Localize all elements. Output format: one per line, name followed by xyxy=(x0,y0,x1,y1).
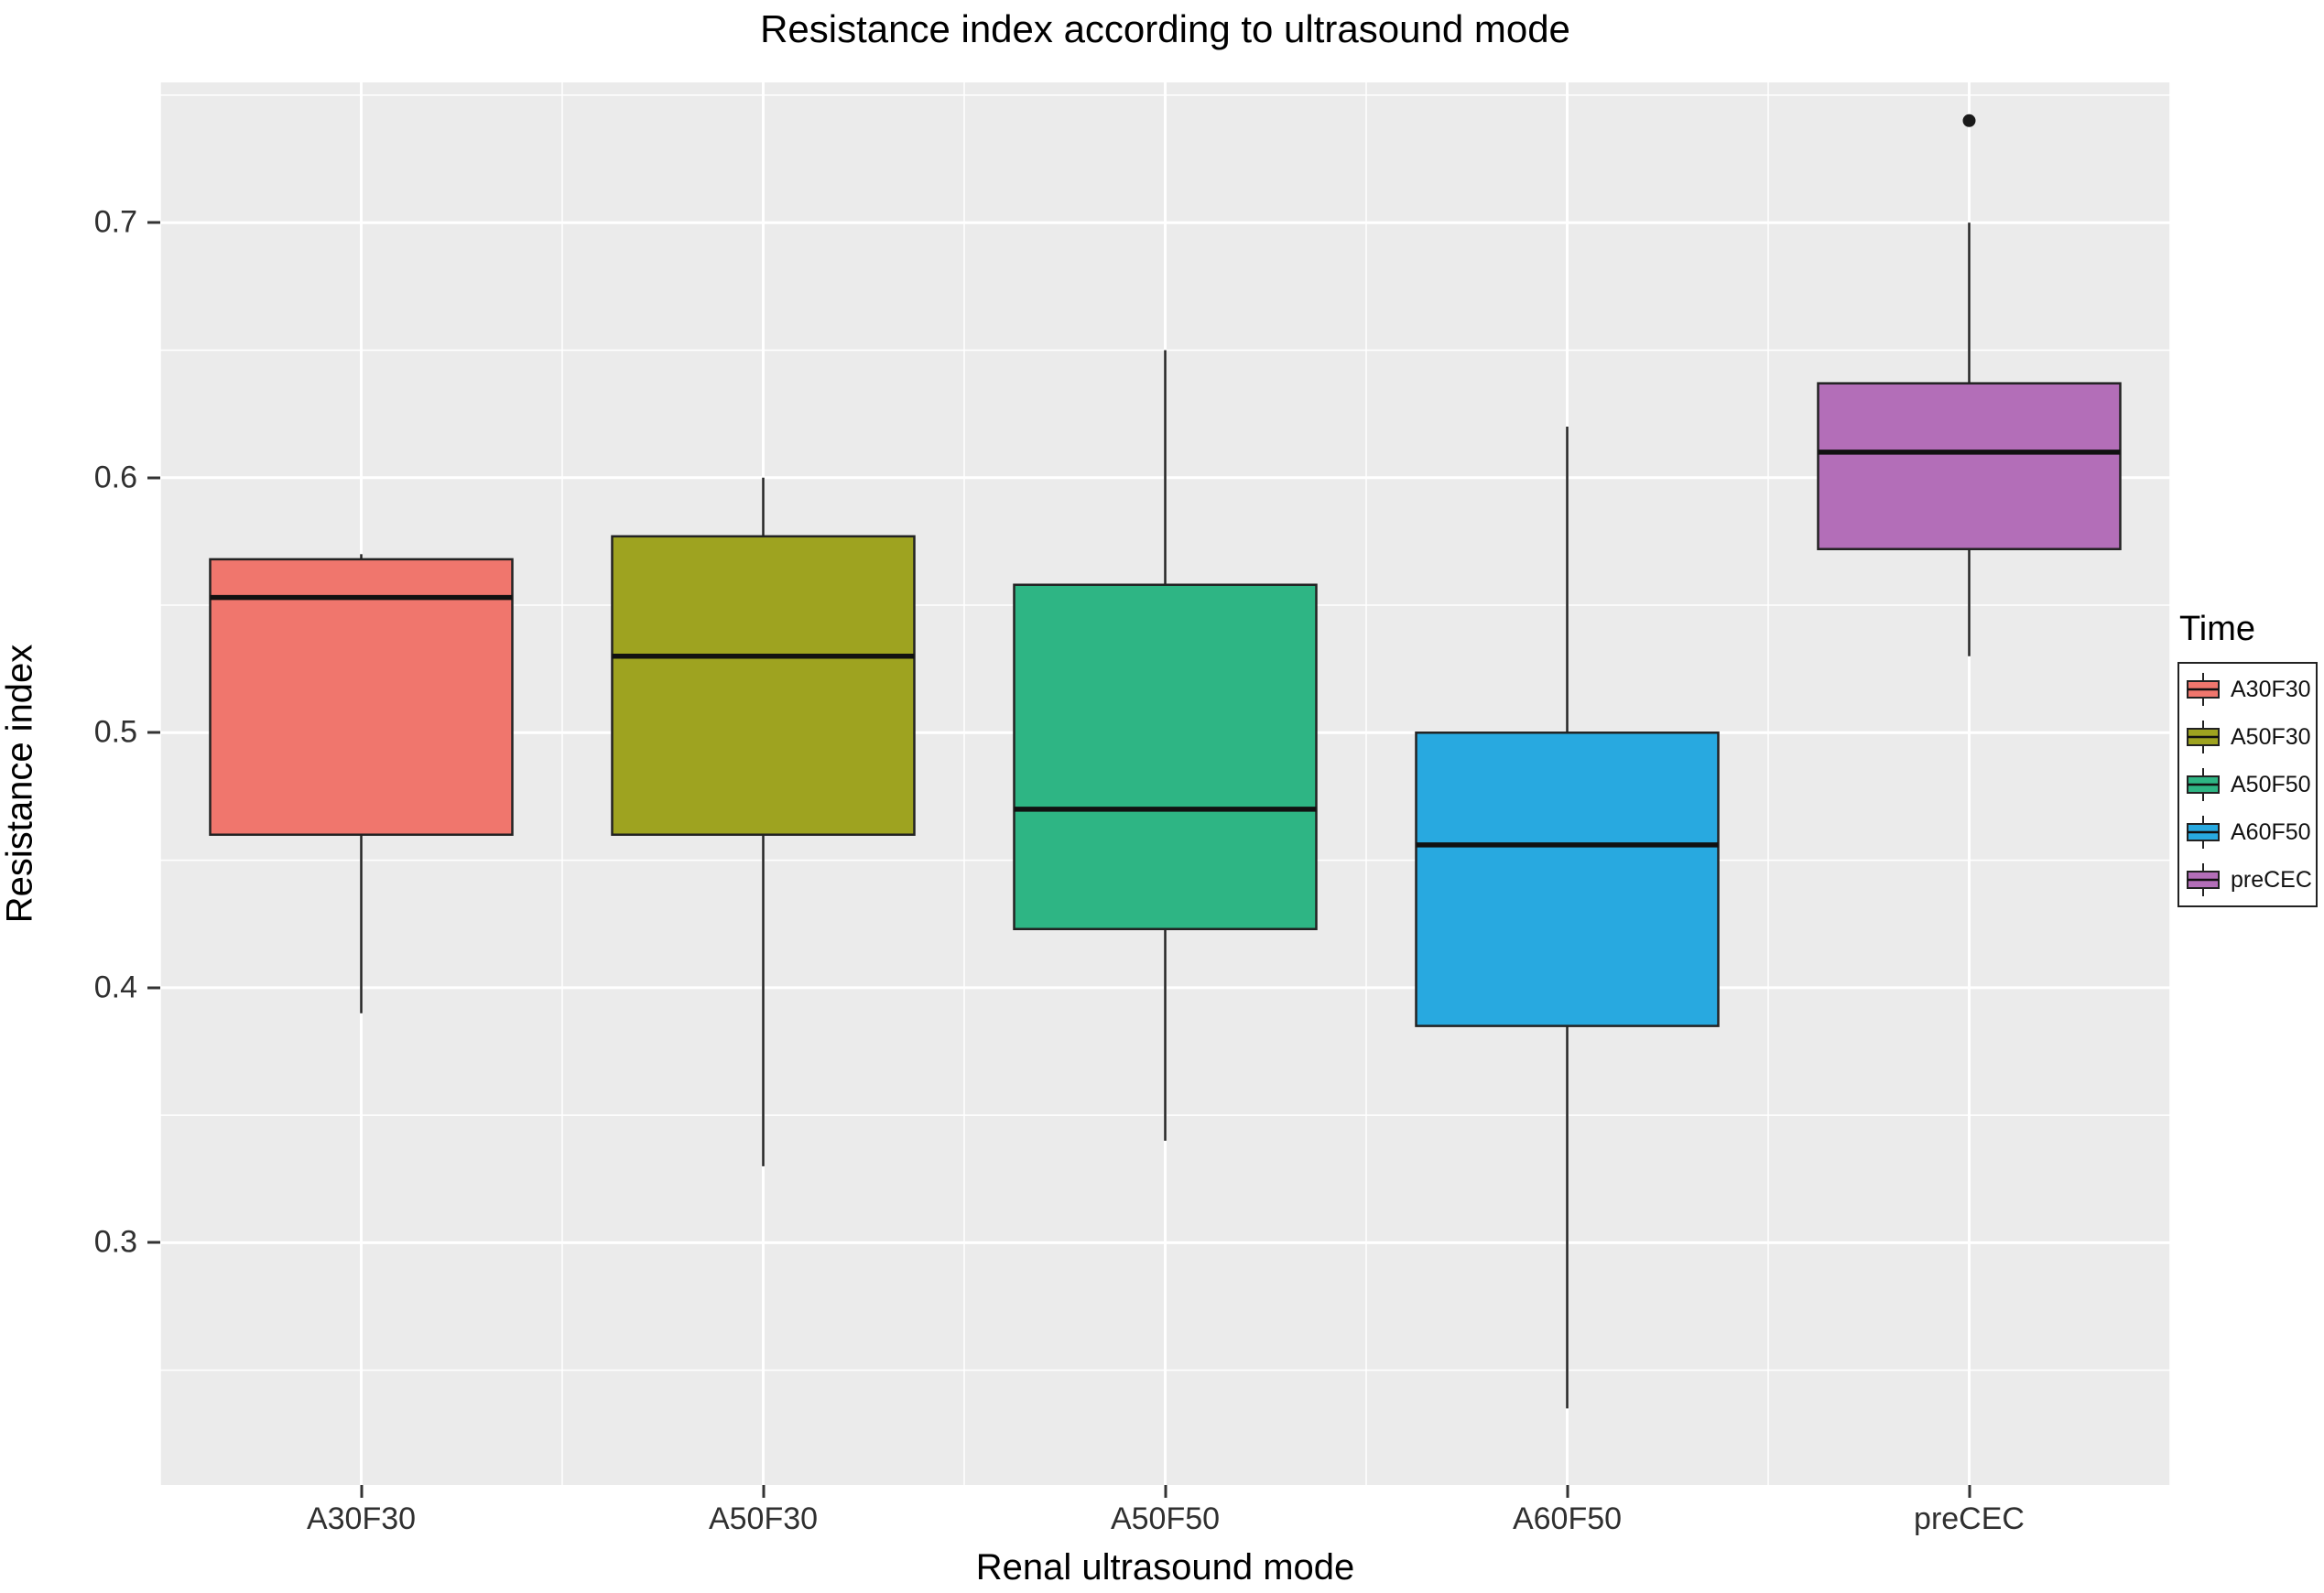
box-A50F30 xyxy=(611,535,916,836)
x-tick-mark xyxy=(1566,1485,1569,1498)
y-tick-mark xyxy=(147,221,160,224)
legend-item-A30F30: A30F30 xyxy=(2183,666,2312,713)
box-preCEC xyxy=(1817,382,2122,550)
y-tick-label: 0.6 xyxy=(93,460,137,495)
legend: Time A30F30 A50F30 A50F50 A60F50 preCEC xyxy=(2177,610,2318,907)
x-tick-label-A50F50: A50F50 xyxy=(1110,1501,1221,1536)
plot-panel xyxy=(160,82,2170,1485)
legend-key-icon xyxy=(2187,721,2220,753)
legend-items: A30F30 A50F30 A50F50 A60F50 preCEC xyxy=(2177,662,2318,907)
y-tick-label: 0.7 xyxy=(93,204,137,240)
y-tick-label: 0.3 xyxy=(93,1224,137,1260)
chart-title: Resistance index according to ultrasound… xyxy=(760,7,1570,50)
plot-area xyxy=(160,82,2170,1485)
legend-item-A50F30: A50F30 xyxy=(2183,713,2312,761)
x-tick-label-A30F30: A30F30 xyxy=(306,1501,417,1536)
legend-key-icon xyxy=(2187,863,2220,896)
y-tick-mark xyxy=(147,731,160,734)
legend-item-A60F50: A60F50 xyxy=(2183,808,2312,856)
legend-key-icon xyxy=(2187,816,2220,849)
y-tick-mark xyxy=(147,476,160,480)
legend-item-preCEC: preCEC xyxy=(2183,856,2312,904)
legend-key-icon xyxy=(2187,673,2220,706)
y-tick-label: 0.5 xyxy=(93,714,137,750)
y-axis-title: Resistance index xyxy=(0,644,40,924)
y-tick-label: 0.4 xyxy=(93,970,137,1005)
x-tick-mark xyxy=(762,1485,765,1498)
x-tick-label-preCEC: preCEC xyxy=(1914,1501,2025,1536)
legend-label: A50F50 xyxy=(2231,771,2311,797)
legend-label: A50F30 xyxy=(2231,723,2311,750)
box-A30F30 xyxy=(209,558,514,836)
outlier-point-preCEC xyxy=(1962,114,1976,127)
legend-item-A50F50: A50F50 xyxy=(2183,761,2312,808)
box-A60F50 xyxy=(1415,731,1720,1027)
x-tick-label-A50F30: A50F30 xyxy=(708,1501,819,1536)
legend-label: A30F30 xyxy=(2231,676,2311,702)
y-tick-mark xyxy=(147,986,160,990)
x-axis-title: Renal ultrasound mode xyxy=(975,1547,1355,1588)
legend-key-icon xyxy=(2187,768,2220,801)
legend-label: A60F50 xyxy=(2231,818,2311,845)
legend-title: Time xyxy=(2179,610,2256,648)
legend-label: preCEC xyxy=(2231,866,2312,893)
y-tick-mark xyxy=(147,1241,160,1244)
box-A50F50 xyxy=(1013,583,1318,931)
x-tick-mark xyxy=(1968,1485,1971,1498)
x-tick-mark xyxy=(1164,1485,1167,1498)
x-tick-label-A60F50: A60F50 xyxy=(1512,1501,1623,1536)
x-tick-mark xyxy=(360,1485,363,1498)
